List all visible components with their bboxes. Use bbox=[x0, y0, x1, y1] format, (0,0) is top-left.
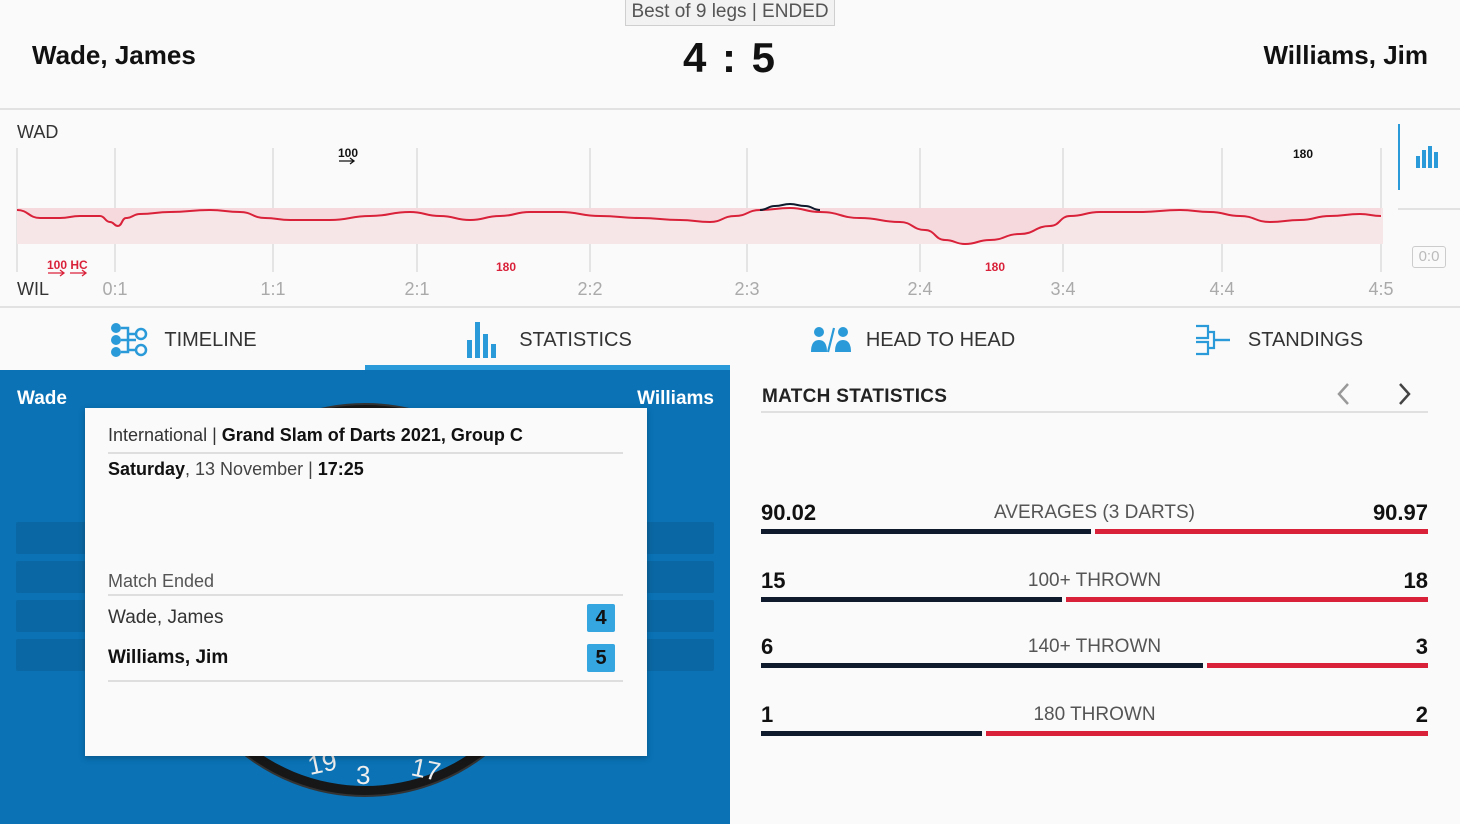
stat-home-value: 1 bbox=[761, 702, 774, 727]
divider bbox=[108, 680, 623, 682]
leg-score-labels: 0:1 1:1 2:1 2:2 2:3 2:4 3:4 4:4 4:5 bbox=[102, 279, 1393, 299]
leg-score-label: 2:2 bbox=[577, 279, 602, 299]
stat-row: 6 140+ THROWN 3 bbox=[761, 634, 1428, 674]
tab-label: TIMELINE bbox=[164, 328, 257, 351]
stat-home-value: 90.02 bbox=[761, 500, 817, 525]
statistics-icon bbox=[467, 322, 497, 358]
competition-category: International bbox=[108, 425, 208, 445]
leg-score-label: 3:4 bbox=[1050, 279, 1075, 299]
stat-away-bar bbox=[1066, 597, 1428, 602]
leg-score-label: 1:1 bbox=[260, 279, 285, 299]
tab-label: STANDINGS bbox=[1247, 328, 1364, 351]
event-away-100hc[interactable]: 100 HC bbox=[47, 258, 88, 272]
stat-home-value: 6 bbox=[761, 634, 774, 659]
divider bbox=[761, 411, 1428, 413]
home-code-label: WAD bbox=[17, 122, 58, 142]
away-momentum-line bbox=[16, 206, 1382, 246]
match-statistics-panel: MATCH STATISTICS 90.02 AVERAGES (3 DARTS)… bbox=[730, 370, 1460, 824]
leg-score-label: 2:3 bbox=[734, 279, 759, 299]
stat-away-value: 18 bbox=[1403, 568, 1428, 593]
tab-statistics[interactable]: STATISTICS bbox=[365, 310, 730, 370]
reset-score-box[interactable]: 0:0 bbox=[1412, 246, 1446, 268]
match-score: 4 : 5 bbox=[682, 34, 778, 81]
bar-chart-icon[interactable] bbox=[1414, 142, 1442, 170]
away-code-label: WIL bbox=[17, 279, 49, 299]
stat-home-bar bbox=[761, 663, 1203, 668]
away-momentum-fill bbox=[17, 208, 1381, 244]
home-momentum-line bbox=[759, 202, 821, 211]
event-home-100[interactable]: 100 bbox=[338, 146, 358, 160]
board-away-name: Williams bbox=[637, 388, 714, 409]
home-player-name[interactable]: Wade, James bbox=[32, 40, 196, 70]
section-tabs: TIMELINE STATISTICS HEAD TO HEAD bbox=[0, 310, 1460, 370]
stat-row: 1 180 THROWN 2 bbox=[761, 702, 1428, 742]
away-score-badge: 5 bbox=[587, 644, 615, 672]
match-time: 17:25 bbox=[317, 459, 364, 479]
arrow-right-icon bbox=[339, 157, 356, 165]
stat-label: AVERAGES (3 DARTS) bbox=[994, 502, 1195, 523]
chart-side-controls: 0:0 bbox=[1398, 112, 1460, 308]
match-weekday: Saturday bbox=[108, 459, 186, 479]
head-to-head-icon bbox=[810, 327, 851, 353]
stat-label: 100+ THROWN bbox=[1027, 570, 1162, 591]
stat-label: 180 THROWN bbox=[1033, 704, 1156, 725]
match-format-badge: Best of 9 legs | ENDED bbox=[625, 0, 835, 26]
board-number: 17 bbox=[409, 752, 444, 787]
match-date: , 13 November | bbox=[185, 459, 318, 479]
leg-score-label: 2:1 bbox=[404, 279, 429, 299]
away-player-name[interactable]: Williams, Jim bbox=[1263, 40, 1429, 70]
card-away-player[interactable]: Williams, Jim bbox=[108, 647, 229, 668]
tab-label: HEAD TO HEAD bbox=[865, 328, 1016, 351]
home-score-badge: 4 bbox=[587, 604, 615, 632]
arrow-right-icon bbox=[48, 269, 88, 277]
leg-score-label: 2:4 bbox=[907, 279, 932, 299]
side-divider bbox=[1398, 124, 1400, 190]
stat-row: 90.02 AVERAGES (3 DARTS) 90.97 bbox=[761, 500, 1428, 540]
match-status: Match Ended bbox=[108, 571, 215, 591]
divider bbox=[108, 594, 623, 596]
event-home-180[interactable]: 180 bbox=[1293, 147, 1313, 161]
tab-head-to-head[interactable]: HEAD TO HEAD bbox=[730, 310, 1095, 370]
stat-label: 140+ THROWN bbox=[1027, 636, 1162, 657]
card-home-player[interactable]: Wade, James bbox=[108, 607, 224, 628]
stat-home-bar bbox=[761, 731, 982, 736]
tab-label: STATISTICS bbox=[519, 328, 632, 351]
board-home-name: Wade bbox=[17, 388, 67, 409]
chevron-right-icon[interactable] bbox=[1392, 380, 1416, 408]
event-away-180-a[interactable]: 180 bbox=[496, 260, 516, 274]
stat-away-value: 90.97 bbox=[1372, 500, 1428, 525]
leg-score-label: 0:1 bbox=[102, 279, 127, 299]
side-divider bbox=[1398, 208, 1460, 210]
chevron-left-icon[interactable] bbox=[1332, 380, 1356, 408]
timeline-svg: WAD WIL 0:1 1:1 2:1 2:2 2:3 2:4 3:4 4:4 4:5 100 … bbox=[16, 122, 1394, 299]
stat-away-value: 2 bbox=[1415, 702, 1428, 727]
stat-row: 15 100+ THROWN 18 bbox=[761, 568, 1428, 608]
match-info-card: International | Grand Slam of Darts 2021… bbox=[85, 408, 647, 756]
stat-home-bar bbox=[761, 529, 1091, 534]
date-line: Saturday, 13 November | 17:25 bbox=[108, 459, 364, 480]
stat-away-bar bbox=[986, 731, 1428, 736]
competition-name[interactable]: Grand Slam of Darts 2021, Group C bbox=[221, 425, 523, 445]
event-away-180-b[interactable]: 180 bbox=[985, 260, 1005, 274]
stat-home-value: 15 bbox=[761, 568, 786, 593]
board-number: 3 bbox=[356, 760, 370, 790]
stat-away-bar bbox=[1095, 529, 1428, 534]
competition-line: International | Grand Slam of Darts 2021… bbox=[108, 425, 523, 445]
tab-timeline[interactable]: TIMELINE bbox=[0, 310, 365, 370]
tab-standings[interactable]: STANDINGS bbox=[1095, 310, 1460, 370]
leg-score-label: 4:4 bbox=[1209, 279, 1234, 299]
timeline-icon bbox=[111, 323, 148, 357]
match-statistics-title: MATCH STATISTICS bbox=[762, 386, 948, 407]
match-header: Best of 9 legs | ENDED Wade, James 4 : 5… bbox=[0, 0, 1460, 110]
stat-home-bar bbox=[761, 597, 1062, 602]
stat-away-value: 3 bbox=[1415, 634, 1428, 659]
leg-score-label: 4:5 bbox=[1368, 279, 1393, 299]
standings-icon bbox=[1195, 324, 1230, 356]
stat-away-bar bbox=[1207, 663, 1428, 668]
leg-timeline-chart: WAD WIL 0:1 1:1 2:1 2:2 2:3 2:4 3:4 4:4 4:5 100 … bbox=[0, 112, 1460, 308]
divider bbox=[108, 452, 623, 454]
